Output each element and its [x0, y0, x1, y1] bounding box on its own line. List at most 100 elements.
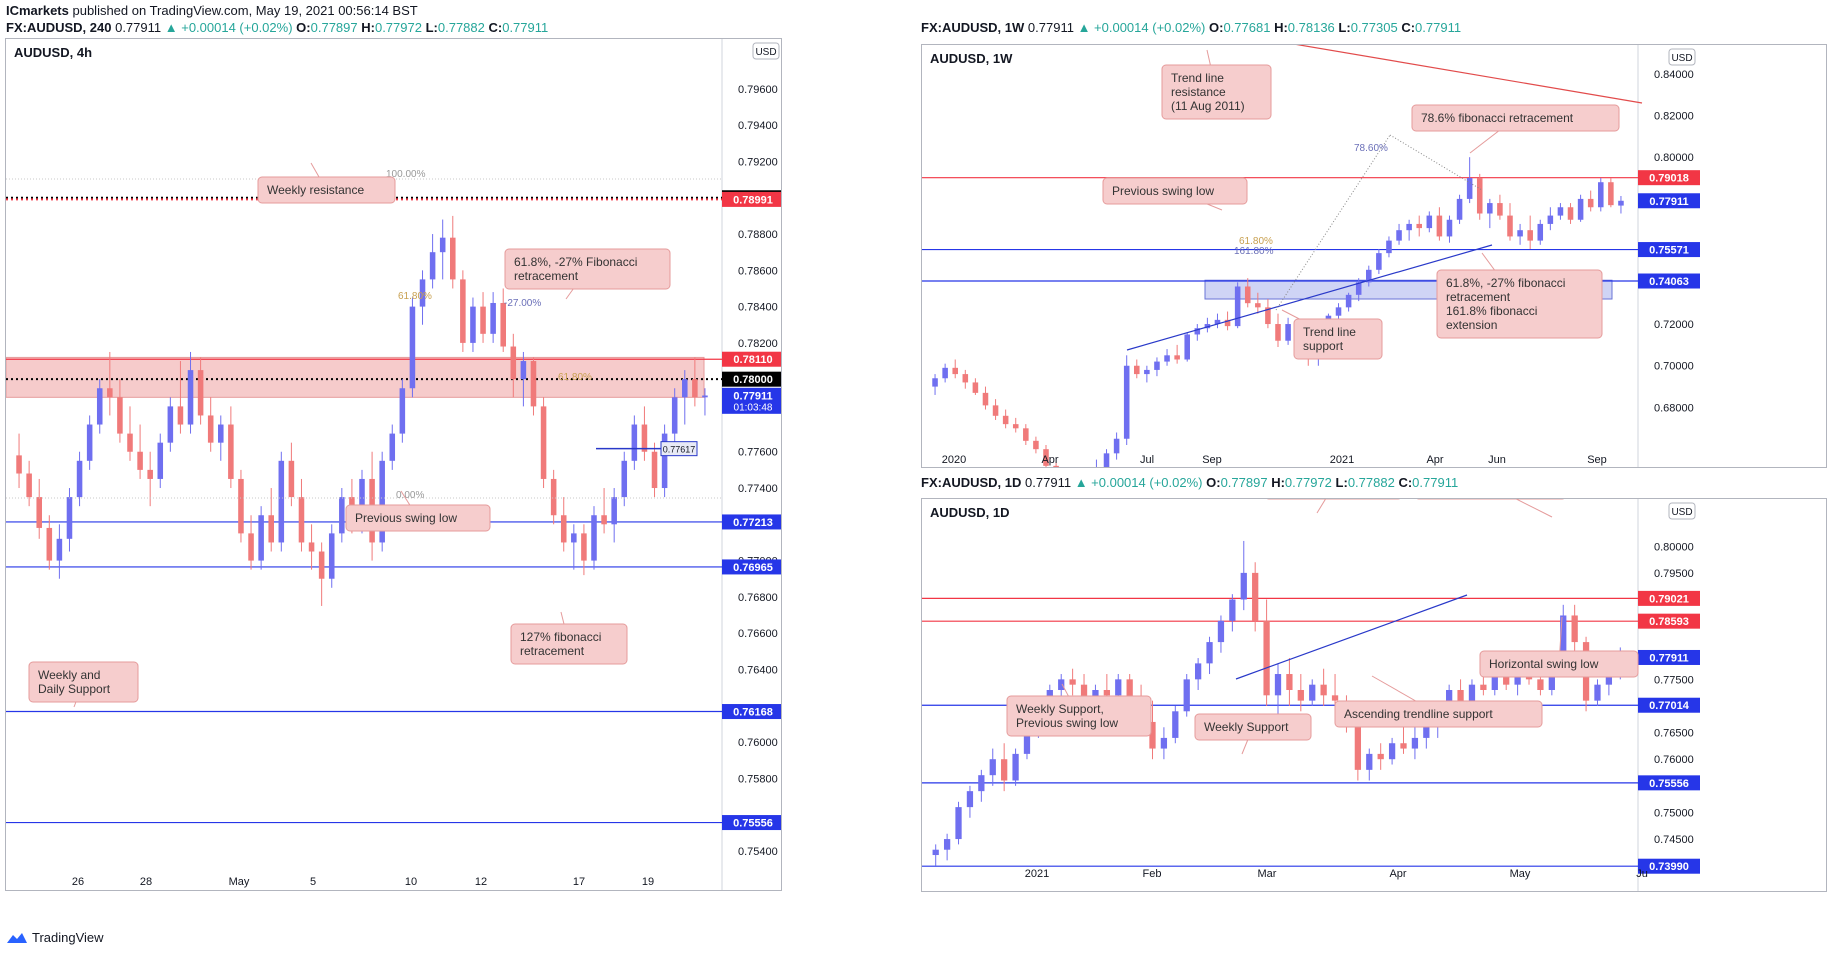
- w1-header: FX:AUDUSD, 1W 0.77911 ▲ +0.00014 (+0.02%…: [921, 20, 1462, 35]
- footer-brand: TradingView: [32, 930, 104, 945]
- h4-price-tag-6: [722, 559, 781, 575]
- h4-annotation-text-3: 127% fibonacci retracement: [520, 630, 601, 658]
- h4-candle-body: [177, 406, 184, 425]
- h4-candle-body: [702, 395, 708, 398]
- w1-chart-title: AUDUSD, 1W: [930, 51, 1013, 66]
- d1-candle-body: [1001, 759, 1008, 781]
- h4-price-tag-text-2: 0.78110: [733, 354, 772, 366]
- h4-candle-body: [187, 370, 194, 425]
- tradingview-footer[interactable]: TradingView: [6, 930, 104, 945]
- d1-x-label-0: 2021: [1025, 868, 1049, 880]
- h4-y-tick-10: 0.76800: [738, 592, 778, 604]
- d1-chart-svg[interactable]: 0.80000 0.79500 0.77500 0.76500 0.76000 0.750…: [922, 499, 1827, 892]
- h4-price-tag-text-1: 0.78991: [733, 194, 773, 206]
- h4-price-tag-timer: 01:03:48: [734, 402, 773, 413]
- h4-annotation-box-1: [504, 248, 671, 290]
- h4-candle-body: [359, 478, 365, 525]
- w1-annotation-box-2: [1102, 177, 1248, 205]
- w1-y-tick-4: 0.70000: [1654, 361, 1694, 373]
- h4-annotation-text-2: Previous swing low: [355, 511, 457, 525]
- w1-price-tag-text-0: 0.79018: [1649, 173, 1689, 185]
- d1-price-tag-text-4: 0.75556: [1649, 778, 1689, 790]
- h4-candle-body: [137, 451, 143, 470]
- h4-candle-body: [379, 460, 385, 543]
- d1-candle-body: [1080, 684, 1088, 706]
- d1-price-tag-1: [1638, 613, 1700, 629]
- h4-candle-body: [248, 533, 254, 561]
- w1-candle-body: [1476, 178, 1483, 214]
- h4-chart-svg[interactable]: 0.77617 100.00% 0.00% -27.00% 61.80% 61.80% 0.…: [6, 39, 782, 891]
- h4-y-tick-2: 0.79200: [738, 156, 778, 168]
- d1-candle-body: [1537, 679, 1544, 690]
- w1-x-label-6: Jun: [1488, 454, 1506, 466]
- w1-candle-body: [1012, 424, 1019, 429]
- h4-candle-body: [228, 424, 234, 479]
- d1-candle-body: [1514, 674, 1521, 685]
- h4-chart-panel[interactable]: 0.77617 100.00% 0.00% -27.00% 61.80% 61.80% 0.…: [5, 38, 782, 891]
- d1-candle-body: [1571, 615, 1578, 643]
- h4-candle-body: [419, 279, 426, 307]
- d1-candle-body: [1172, 711, 1179, 738]
- d1-y-tick-5: 0.75000: [1654, 807, 1694, 819]
- d1-candle-body: [1377, 753, 1384, 760]
- w1-price-tag-0: [1638, 170, 1700, 186]
- d1-y-tick-3: 0.76500: [1654, 728, 1694, 740]
- h4-candle-body: [86, 424, 93, 461]
- h4-candle-body: [107, 388, 113, 398]
- d1-chart-panel[interactable]: 0.80000 0.79500 0.77500 0.76500 0.76000 0.750…: [921, 498, 1827, 892]
- h4-candle-body: [550, 478, 557, 516]
- w1-candle-body: [1345, 294, 1352, 308]
- h4-annotation-box-3: [510, 623, 628, 665]
- h4-candle-body: [46, 527, 53, 561]
- w1-candle-body: [1144, 369, 1150, 375]
- d1-candle-body: [1229, 599, 1236, 621]
- d1-candle-body: [1366, 753, 1373, 770]
- w1-fib-label-0: 78.60%: [1354, 143, 1388, 154]
- w1-candle-body: [1204, 324, 1211, 329]
- h4-annotation-text-1: 61.8%, -27% Fibonacci retracement: [514, 255, 637, 283]
- h4-currency-badge: [752, 42, 780, 60]
- h4-fib-label-2: -27.00%: [504, 298, 541, 309]
- h4-candle-body: [661, 433, 668, 489]
- h4-y-tick-7: 0.77600: [738, 447, 778, 459]
- w1-candle-body: [1043, 449, 1049, 466]
- w1-chart-panel[interactable]: 78.60% 61.80% 161.80% 0.84000 0.82000 0.80000…: [921, 44, 1827, 468]
- w1-fib-label-2: 161.80%: [1234, 246, 1274, 257]
- d1-ascending-trendline: [1235, 594, 1468, 680]
- h4-candle-body: [339, 497, 345, 534]
- h4-price-tag-5: [722, 514, 781, 530]
- h4-candle-body: [308, 542, 315, 552]
- d1-candle-body: [1149, 721, 1156, 749]
- w1-x-label-4: 2021: [1330, 454, 1354, 466]
- d1-x-label-4: May: [1510, 868, 1531, 880]
- d1-candle-body: [1400, 743, 1407, 749]
- h4-candle-body: [530, 361, 537, 407]
- d1-y-tick-6: 0.74500: [1654, 834, 1694, 846]
- h4-candle-body: [520, 361, 527, 380]
- h4-candle-body: [490, 302, 496, 334]
- d1-candle-body: [1069, 679, 1076, 685]
- w1-chart-svg[interactable]: 78.60% 61.80%161.80% 0.84000 0.82000 0.80000…: [922, 45, 1827, 468]
- d1-candle-body: [1457, 690, 1464, 701]
- w1-candle-body: [1113, 438, 1120, 454]
- d1-candle-body: [943, 839, 951, 850]
- h4-y-tick-11: 0.76600: [738, 628, 778, 640]
- h4-price-tag-text-3: 0.78000: [733, 374, 773, 386]
- w1-candle-body: [962, 374, 969, 383]
- w1-candle-body: [1507, 215, 1513, 237]
- h4-x-label-2: May: [229, 876, 250, 888]
- w1-candle-body: [1436, 215, 1443, 237]
- h4-candle-body: [76, 460, 83, 498]
- h4-fib-label-0: 100.00%: [386, 169, 426, 180]
- w1-annotation-box-3: [1436, 269, 1603, 339]
- w1-candle-body: [1406, 223, 1412, 231]
- d1-price-tag-2: [1638, 649, 1700, 665]
- h4-price-tag-8: [722, 815, 781, 831]
- h4-candle-body: [288, 460, 295, 498]
- h4-candle-body: [318, 551, 325, 579]
- w1-candle-body: [1396, 230, 1402, 241]
- h4-y-tick-5: 0.78400: [738, 302, 778, 314]
- h4-candle-body: [500, 302, 506, 347]
- h4-candle-body: [450, 237, 456, 280]
- h4-x-label-0: 26: [72, 876, 84, 888]
